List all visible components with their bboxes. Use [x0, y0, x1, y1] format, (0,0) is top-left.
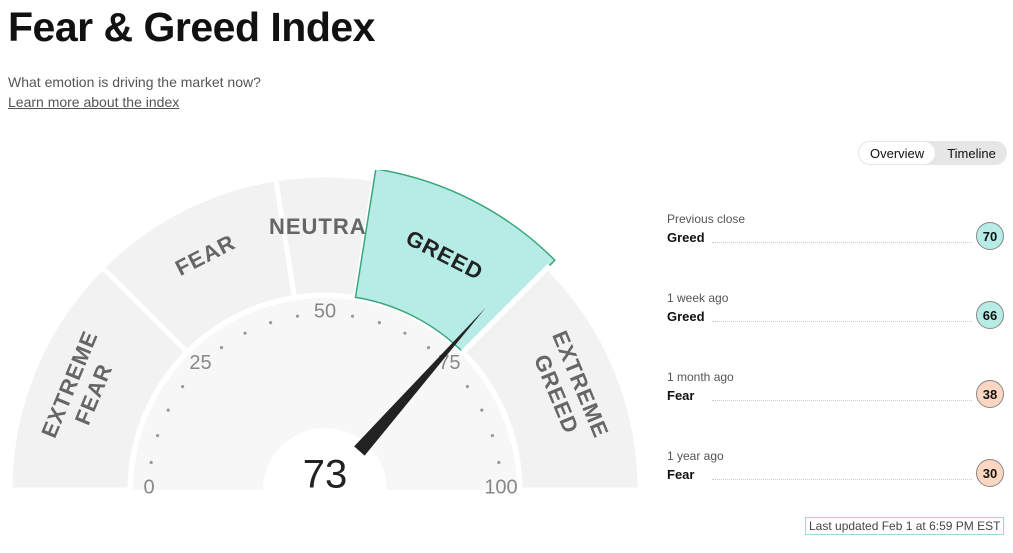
gauge-dot [403, 331, 407, 335]
tab[interactable]: Overview [858, 141, 937, 165]
tab[interactable]: Timeline [947, 145, 996, 161]
needle [354, 307, 486, 456]
gauge-base [0, 494, 650, 510]
history-row: 1 month ago Fear 38 [667, 370, 1004, 420]
gauge-dot [377, 321, 381, 325]
gauge-dot [465, 384, 469, 389]
segment-label: NEUTRAL [269, 214, 381, 239]
gauge-dot [156, 434, 160, 438]
gauge-dot [350, 314, 355, 318]
gauge-tick-label: 25 [189, 352, 211, 374]
gauge-dot [269, 321, 273, 325]
leader [712, 479, 972, 480]
rating: Greed [667, 309, 705, 324]
rating: Fear [667, 467, 695, 482]
leader [712, 321, 972, 322]
gauge-dot [166, 408, 170, 412]
gauge-segment [459, 263, 643, 493]
gauge-dot [219, 346, 224, 350]
subtitle: What emotion is driving the market now? [8, 74, 261, 90]
gauge-inner [133, 298, 517, 490]
gauge-tick-label: 100 [484, 476, 517, 498]
leader [712, 242, 972, 243]
badge: 70 [976, 222, 1004, 250]
last-updated: Last updated Feb 1 at 6:59 PM EST [805, 517, 1005, 535]
gauge-value: 73 [303, 453, 348, 497]
rating: Fear [667, 388, 695, 403]
period: Previous close [667, 212, 746, 226]
rating: Greed [667, 230, 705, 245]
gauge-dot [149, 460, 153, 465]
tabs: Overview Timeline [858, 141, 1007, 165]
gauge-tick-label: 50 [314, 300, 336, 322]
history-row: Previous close Greed 70 [667, 212, 1004, 262]
badge: 38 [976, 380, 1004, 408]
gauge-tick-label: 0 [143, 476, 154, 498]
history-row: 1 year ago Fear 30 [667, 449, 1004, 499]
title: Fear & Greed Index [8, 4, 375, 50]
gauge-dot [181, 384, 185, 389]
leader [712, 400, 972, 401]
badge: 30 [976, 459, 1004, 487]
gauge-dot [243, 331, 247, 335]
period: 1 week ago [667, 291, 729, 305]
gauge-dot [490, 434, 494, 438]
learn-more-link[interactable]: Learn more about the index [8, 94, 180, 110]
gauge-dot [480, 408, 484, 412]
gauge-dot [497, 460, 501, 465]
history-row: 1 week ago Greed 66 [667, 291, 1004, 341]
period: 1 year ago [667, 449, 724, 463]
badge: 66 [976, 301, 1004, 329]
gauge-dot [295, 314, 300, 318]
period: 1 month ago [667, 370, 734, 384]
gauge-dot [426, 346, 431, 350]
value-circle [263, 428, 387, 510]
